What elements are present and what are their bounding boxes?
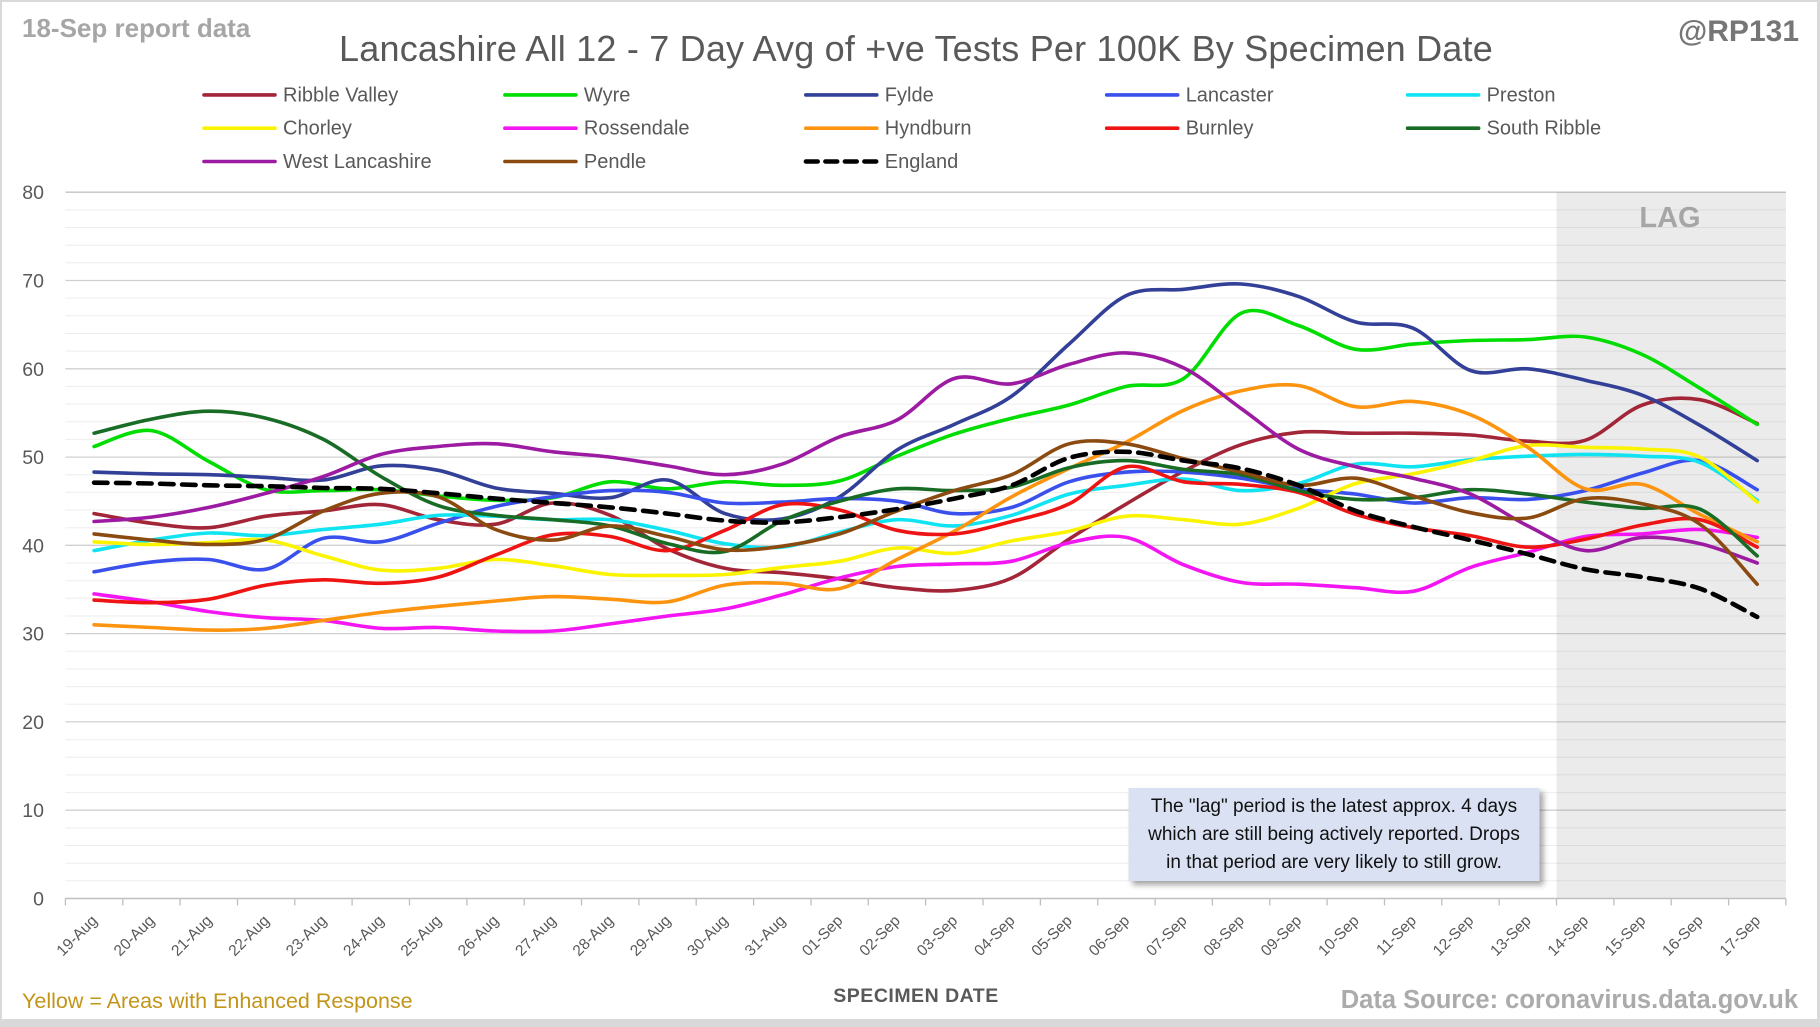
svg-text:Preston: Preston [1487,84,1556,106]
svg-text:West Lancashire: West Lancashire [283,151,432,173]
svg-text:which are still being actively: which are still being actively reported.… [1147,824,1520,845]
svg-text:70: 70 [22,271,44,293]
svg-text:The "lag" period is the latest: The "lag" period is the latest approx. 4… [1151,796,1517,817]
svg-text:@RP131: @RP131 [1678,15,1799,48]
svg-text:10: 10 [22,800,44,822]
svg-text:20: 20 [22,712,44,734]
svg-text:in that period are very likely: in that period are very likely to still … [1166,852,1502,873]
svg-text:Burnley: Burnley [1186,118,1254,140]
svg-text:England: England [885,151,958,173]
svg-text:LAG: LAG [1639,202,1700,234]
svg-text:Hyndburn: Hyndburn [885,118,972,140]
svg-text:Chorley: Chorley [283,118,352,140]
svg-text:60: 60 [22,359,44,381]
svg-text:Lancashire All 12 - 7 Day Avg: Lancashire All 12 - 7 Day Avg of +ve Tes… [339,28,1493,69]
svg-text:40: 40 [22,535,44,557]
svg-text:South Ribble: South Ribble [1487,118,1602,140]
svg-text:80: 80 [22,182,44,204]
svg-text:Yellow = Areas with Enhanced R: Yellow = Areas with Enhanced Response [22,989,413,1013]
svg-text:Pendle: Pendle [584,151,646,173]
svg-text:Rossendale: Rossendale [584,118,690,140]
svg-text:0: 0 [33,889,44,911]
svg-text:30: 30 [22,624,44,646]
svg-text:50: 50 [22,447,44,469]
svg-text:SPECIMEN DATE: SPECIMEN DATE [833,985,998,1007]
svg-text:Ribble Valley: Ribble Valley [283,84,398,106]
svg-text:Lancaster: Lancaster [1186,84,1274,106]
svg-text:Fylde: Fylde [885,84,934,106]
svg-text:Wyre: Wyre [584,84,630,106]
svg-text:18-Sep report data: 18-Sep report data [22,13,251,43]
svg-text:Data Source: coronavirus.data.: Data Source: coronavirus.data.gov.uk [1341,986,1799,1014]
